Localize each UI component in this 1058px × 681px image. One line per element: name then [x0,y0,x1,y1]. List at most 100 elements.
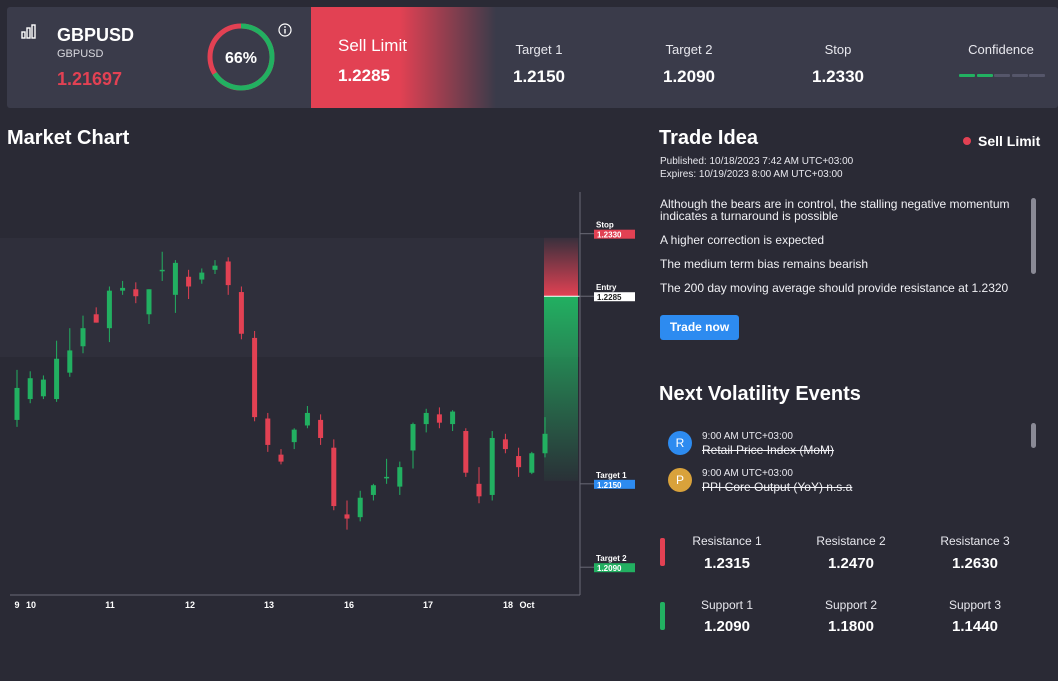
candle-body [67,350,73,373]
stop-tag-box [594,229,635,239]
chart-title: Market Chart [7,127,130,149]
candle-body [252,337,258,418]
resistance-marker [660,538,665,566]
candle-body [199,272,205,280]
candle-body [40,379,46,397]
trade-idea-point: The medium term bias remains bearish [660,257,869,271]
resistance-value: 1.2315 [704,555,750,572]
stop-label: Stop [824,42,852,57]
signal-panel [311,7,496,108]
candle-body [397,467,403,487]
target1-tag-label: Target 1 [596,471,627,480]
trade-idea-point: A higher correction is expected [660,233,825,247]
target1-tag-value: 1.2150 [597,481,622,490]
candle-body [80,328,86,347]
chart-bars-icon[interactable] [21,24,37,40]
candle-body [93,314,99,323]
entry-tag-box [594,292,635,302]
target2-tag-label: Target 2 [596,554,627,563]
support-label: Support 1 [700,598,754,612]
resistance-label: Resistance 3 [940,534,1010,548]
x-tick-label: 10 [26,600,36,610]
candle-body [133,289,139,297]
signal-value: 1.2285 [338,66,390,85]
candle-body [370,485,376,495]
chart-band [0,238,580,357]
target1-tag-box [594,479,635,489]
stop-zone [544,237,578,297]
resistance-value: 1.2630 [952,555,998,572]
trade-idea-point: The 200 day moving average should provid… [660,281,1009,295]
confidence-bar [1029,74,1045,77]
support-value: 1.1800 [828,618,874,635]
candle-body [463,431,469,473]
candle-body [159,269,165,272]
trade-idea-scrollbar[interactable] [1031,198,1036,274]
signal-label: Sell Limit [338,36,407,55]
candle-body [238,292,244,334]
candle-body [27,378,33,400]
candle-body [529,453,535,473]
candle-body [410,424,416,451]
symbol-title: GBPUSD [57,25,135,45]
x-tick-label: 9 [14,600,19,610]
target1-value: 1.2150 [513,67,565,86]
x-tick-label: 16 [344,600,354,610]
entry-tag-value: 1.2285 [597,293,622,302]
candle-body [331,447,337,507]
candle-body [476,483,482,497]
confidence-gauge: 66% [207,23,275,91]
volatility-title: Next Volatility Events [659,383,861,405]
confidence-bar [1011,74,1028,77]
entry-tag-label: Entry [596,283,617,292]
event-name[interactable]: Retail Price Index (MoM) [702,443,835,457]
support-value: 1.2090 [704,618,750,635]
candle-body [357,497,363,518]
resistance-label: Resistance 1 [692,534,762,548]
candle-body [384,476,390,479]
candle-body [516,456,522,468]
target2-value: 1.2090 [663,67,715,86]
confidence-bar [976,74,993,77]
candle-body [225,261,231,286]
support-marker [660,602,665,630]
candle-body [502,439,508,450]
candle-body [146,289,152,315]
time-axis: 9 10 11 12 13 16 17 18 Oct [14,600,534,610]
candle-body [304,412,310,426]
published-date: Published: 10/18/2023 7:42 AM UTC+03:00 [660,156,854,167]
stop-tag-label: Stop [596,221,614,230]
target-zone [544,296,578,481]
support-value: 1.1440 [952,618,998,635]
candle-body [318,419,324,438]
confidence-bar [959,74,975,77]
gauge-arc [207,23,275,91]
info-icon[interactable] [278,23,292,37]
event-name[interactable]: PPI Core Output (YoY) n.s.a [702,480,853,494]
candles-group [14,251,548,530]
instrument-header: GBPUSD GBPUSD 1.21697 66% Sell Limit 1.2… [7,7,1058,108]
confidence-label: Confidence [968,42,1034,57]
candle-body [14,387,20,420]
candle-body [278,454,284,462]
trade-idea-badge: Sell Limit [963,133,1040,149]
trade-idea-title: Trade Idea [659,127,758,149]
expires-date: Expires: 10/19/2023 8:00 AM UTC+03:00 [660,169,843,180]
trade-now-button[interactable]: Trade now [660,315,739,340]
resistance-label: Resistance 2 [816,534,886,548]
event-time: 9:00 AM UTC+03:00 [702,431,793,442]
candle-body [120,287,126,291]
candle-body [172,262,178,295]
sell-dot-icon [963,137,971,145]
target1-label: Target 1 [515,42,563,57]
candle-body [54,358,60,400]
x-tick-label: Oct [519,600,534,610]
gauge-text: 66% [225,50,257,67]
candle-body [106,290,112,329]
candle-body [450,411,456,425]
candle-body [212,265,218,270]
candle-body [265,418,271,445]
x-tick-label: 17 [423,600,433,610]
volatility-scrollbar[interactable] [1031,423,1036,448]
